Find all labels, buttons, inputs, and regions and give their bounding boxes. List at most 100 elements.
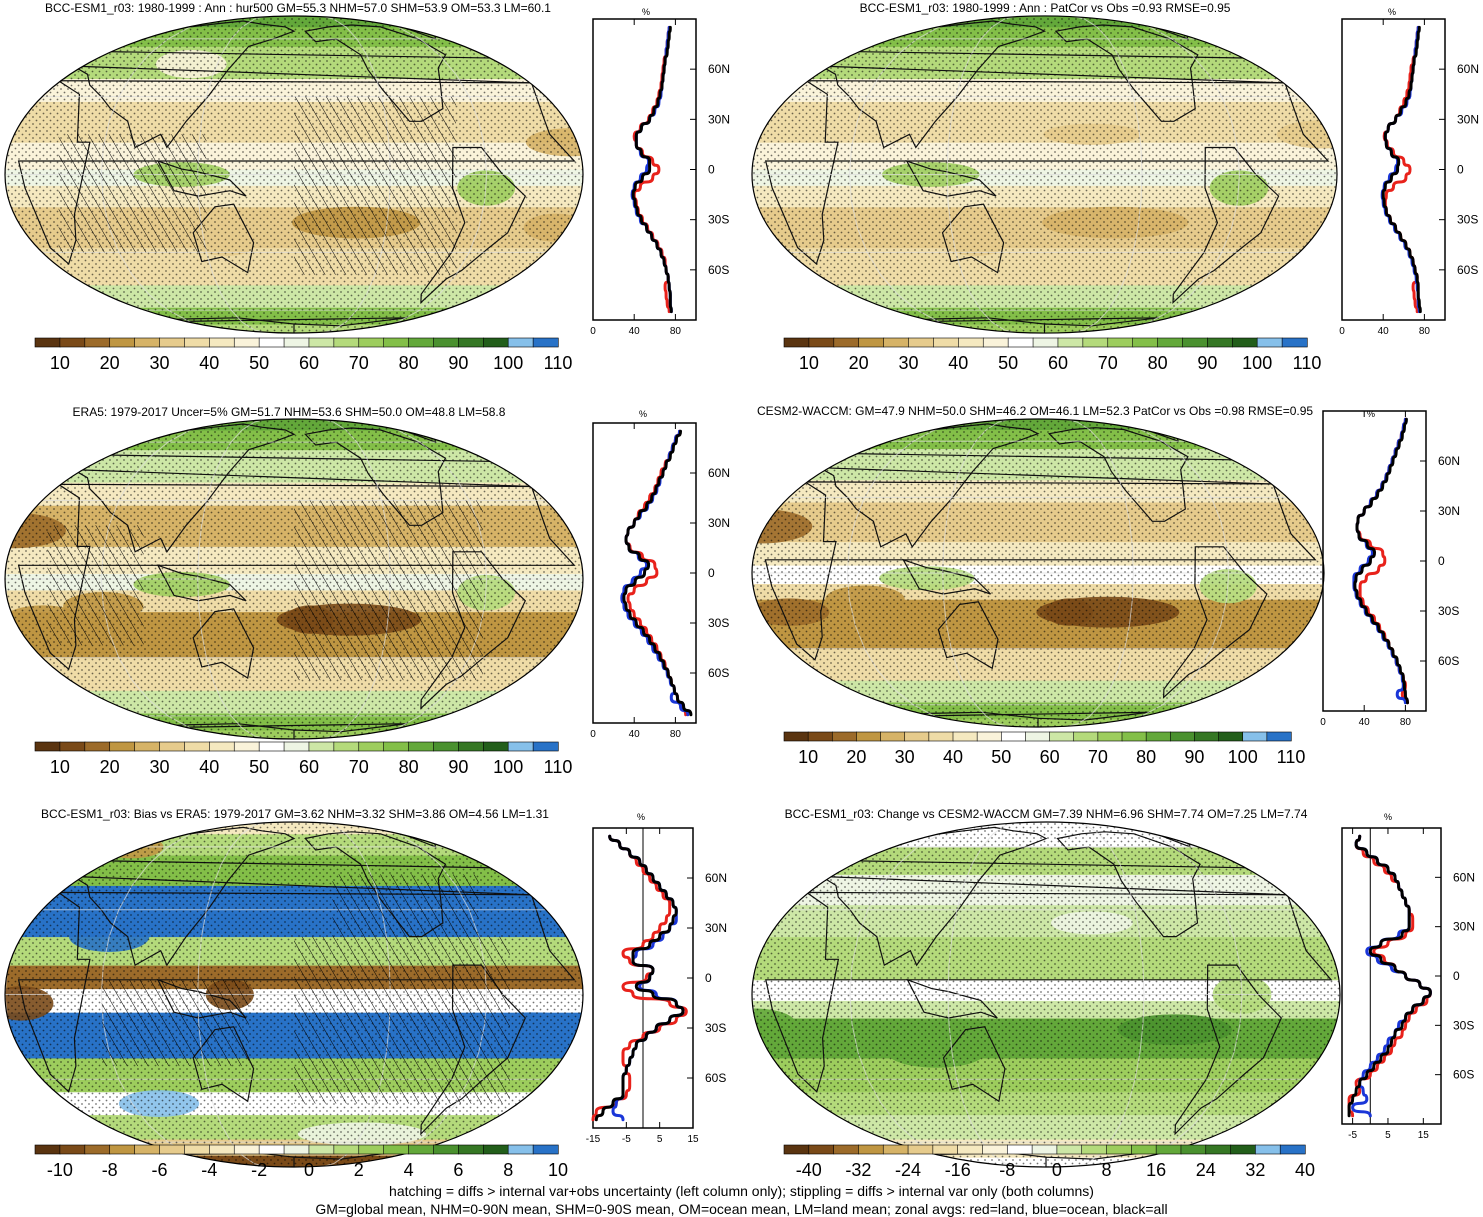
colorbar-swatch-11 bbox=[1032, 337, 1059, 348]
colorbar-swatch-8 bbox=[209, 741, 235, 752]
colorbar-swatch-3 bbox=[833, 1144, 860, 1155]
colorbar-tick-label: 8 bbox=[503, 1160, 513, 1180]
zonal-ytick-label: 0 bbox=[705, 971, 712, 985]
colorbar-swatch-11 bbox=[1031, 1144, 1058, 1155]
colorbar-swatch-14 bbox=[358, 1144, 385, 1155]
colorbar-swatch-1 bbox=[783, 1144, 810, 1155]
zonal-xlabel: % bbox=[1367, 409, 1375, 419]
map-border bbox=[751, 15, 1338, 334]
colorbar-swatch-21 bbox=[1281, 337, 1308, 348]
zonal-frame bbox=[592, 18, 697, 321]
colorbar-swatch-1 bbox=[34, 1144, 61, 1155]
panel-6: BCC-ESM1_r03: Change vs CESM2-WACCM GM=7… bbox=[751, 807, 1475, 1180]
zonal-ytick-label: 30S bbox=[1453, 1018, 1474, 1032]
colorbar-swatch-16 bbox=[1145, 731, 1171, 742]
stippling-overlay bbox=[752, 822, 1340, 1167]
colorbar-tick-label: 10 bbox=[50, 757, 70, 777]
colorbar-tick-label: 30 bbox=[149, 757, 169, 777]
colorbar-swatch-12 bbox=[1056, 1144, 1083, 1155]
colorbar-swatch-7 bbox=[928, 731, 954, 742]
colorbar-tick-label: -40 bbox=[796, 1160, 822, 1180]
colorbar-swatch-13 bbox=[1082, 337, 1109, 348]
colorbar-swatch-3 bbox=[84, 1144, 111, 1155]
zonal-ytick-label: 60N bbox=[708, 62, 730, 76]
panel-title: BCC-ESM1_r03: 1980-1999 : Ann : PatCor v… bbox=[860, 1, 1231, 15]
zonal-series-all bbox=[622, 429, 693, 717]
zonal-ytick-label: 60N bbox=[708, 466, 730, 480]
map-border bbox=[4, 418, 584, 740]
colorbar-swatch-2 bbox=[808, 337, 835, 348]
zonal-series-all bbox=[1347, 834, 1432, 1118]
map-border bbox=[751, 418, 1325, 728]
colorbar-tick-label: 60 bbox=[1048, 353, 1068, 373]
panel-title: CESM2-WACCM: GM=47.9 NHM=50.0 SHM=46.2 O… bbox=[757, 404, 1313, 418]
colorbar-swatch-12 bbox=[308, 1144, 335, 1155]
colorbar-tick-label: 10 bbox=[799, 353, 819, 373]
colorbar-swatch-7 bbox=[932, 1144, 959, 1155]
colorbar-swatch-8 bbox=[209, 1144, 235, 1155]
colorbar: 10 20 30 40 50 60 70 80 90 100 110 bbox=[34, 337, 572, 373]
zonal-frame bbox=[1322, 410, 1427, 712]
colorbar-swatch-16 bbox=[408, 1144, 435, 1155]
colorbar-swatch-17 bbox=[1169, 731, 1196, 742]
colorbar-tick-label: 110 bbox=[1293, 353, 1322, 373]
zonal-xtick-label: 80 bbox=[1419, 326, 1431, 337]
colorbar-swatch-6 bbox=[159, 741, 186, 752]
colorbar-swatch-10 bbox=[258, 337, 285, 348]
colorbar-swatch-14 bbox=[1106, 1144, 1132, 1155]
colorbar-swatch-12 bbox=[1049, 731, 1075, 742]
colorbar-tick-label: 60 bbox=[1040, 747, 1060, 767]
colorbar-swatch-16 bbox=[1155, 1144, 1182, 1155]
zonal-frame bbox=[1341, 18, 1446, 321]
colorbar-tick-label: -6 bbox=[151, 1160, 167, 1180]
colorbar-swatch-9 bbox=[976, 731, 1002, 742]
colorbar-swatch-13 bbox=[333, 741, 360, 752]
colorbar-tick-label: -16 bbox=[945, 1160, 971, 1180]
colorbar-swatch-16 bbox=[408, 337, 435, 348]
colorbar-tick-label: 50 bbox=[249, 757, 269, 777]
colorbar-swatch-6 bbox=[159, 337, 186, 348]
zonal-series-all bbox=[631, 25, 673, 314]
zonal-xtick-label: 40 bbox=[629, 729, 641, 740]
colorbar-swatch-9 bbox=[233, 337, 260, 348]
panel-title: BCC-ESM1_r03: Change vs CESM2-WACCM GM=7… bbox=[785, 807, 1308, 821]
colorbar-swatch-19 bbox=[482, 741, 509, 752]
colorbar-swatch-11 bbox=[283, 741, 310, 752]
zonal-xlabel: % bbox=[642, 7, 650, 17]
colorbar-swatch-2 bbox=[807, 731, 833, 742]
colorbar-swatch-5 bbox=[134, 741, 161, 752]
colorbar-swatch-6 bbox=[904, 731, 930, 742]
colorbar-tick-label: 30 bbox=[895, 747, 915, 767]
panel-1: BCC-ESM1_r03: 1980-1999 : Ann : hur500 G… bbox=[4, 1, 730, 373]
colorbar-tick-label: 10 bbox=[50, 353, 70, 373]
colorbar-tick-label: -32 bbox=[845, 1160, 871, 1180]
colorbar-swatch-10 bbox=[258, 741, 285, 752]
colorbar-swatch-18 bbox=[458, 337, 484, 348]
colorbar-swatch-10 bbox=[1006, 1144, 1033, 1155]
colorbar-tick-label: 20 bbox=[100, 353, 120, 373]
colorbar-tick-label: 2 bbox=[354, 1160, 364, 1180]
colorbar-swatch-7 bbox=[184, 741, 210, 752]
zonal-mean-panel: 0 40 80% 60N 30N 0 30S 60S bbox=[1339, 7, 1479, 337]
colorbar-swatch-5 bbox=[880, 731, 906, 742]
map-panel-1 bbox=[5, 16, 583, 334]
colorbar-swatch-11 bbox=[283, 337, 310, 348]
zonal-xtick-label: 0 bbox=[590, 326, 596, 337]
colorbar-swatch-16 bbox=[408, 741, 435, 752]
zonal-mean-panel: -15 -5 5 15% 60N 30N 0 30S 60S bbox=[586, 812, 727, 1145]
map-panel-4 bbox=[752, 419, 1324, 727]
zonal-ytick-label: 30N bbox=[1453, 920, 1475, 934]
colorbar-swatch-17 bbox=[1182, 337, 1208, 348]
zonal-ytick-label: 60S bbox=[1453, 1068, 1474, 1082]
colorbar-swatch-6 bbox=[159, 1144, 186, 1155]
colorbar-tick-label: 90 bbox=[448, 757, 468, 777]
zonal-xtick-label: 5 bbox=[657, 1134, 663, 1145]
zonal-ytick-label: 60S bbox=[708, 666, 729, 680]
colorbar-swatch-1 bbox=[34, 337, 61, 348]
colorbar-swatch-21 bbox=[1266, 731, 1292, 742]
colorbar-swatch-7 bbox=[184, 1144, 210, 1155]
colorbar-swatch-13 bbox=[333, 1144, 360, 1155]
colorbar-swatch-19 bbox=[482, 1144, 509, 1155]
colorbar-tick-label: 30 bbox=[149, 353, 169, 373]
colorbar-swatch-8 bbox=[209, 337, 235, 348]
